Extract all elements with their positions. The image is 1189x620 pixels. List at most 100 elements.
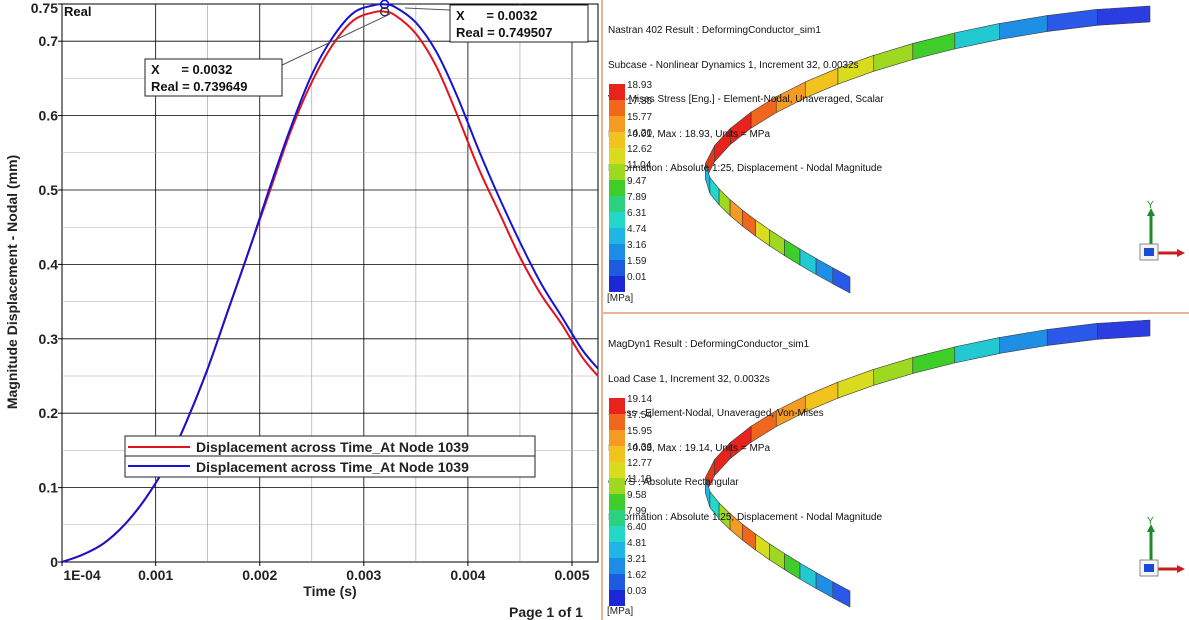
probe-marker-red[interactable]	[379, 7, 390, 17]
y-tick-label: 0.75	[31, 0, 58, 16]
mesh-element	[1046, 323, 1098, 346]
viewport-magdyn-result[interactable]: MagDyn1 Result : DeformingConductor_sim1…	[605, 314, 1189, 620]
mesh-element	[999, 15, 1048, 40]
legend-value: 1.62	[627, 570, 647, 581]
tooltip-blue-leader	[404, 7, 451, 11]
legend-swatch	[609, 116, 625, 132]
legend-value: 7.99	[627, 506, 647, 517]
x-axis-label: Time (s)	[303, 583, 356, 599]
legend-value: 15.95	[627, 426, 653, 437]
y-tick-label: 0.1	[39, 480, 59, 496]
x-tick-labels: 1E-04 0.001 0.002 0.003 0.004 0.005	[61, 562, 590, 583]
legend-value: 14.36	[627, 442, 653, 453]
mesh-element	[755, 219, 770, 247]
csys-triad: Y	[1139, 516, 1185, 577]
z-axis-marker	[1144, 248, 1154, 256]
tooltip-blue-x: X = 0.0032	[456, 8, 537, 23]
mesh-element	[1096, 5, 1151, 26]
legend-swatch	[609, 164, 625, 180]
legend-value: 9.47	[627, 176, 647, 187]
tooltip-blue-box	[449, 4, 589, 43]
legend-swatch	[609, 430, 625, 446]
result-header-line: Nastran 402 Result : DeformingConductor_…	[608, 25, 821, 36]
x-tick-label: 0.001	[138, 567, 173, 583]
x-tick-label: 0.002	[242, 567, 277, 583]
mesh-element	[832, 267, 851, 294]
legend-value: 12.77	[627, 458, 653, 469]
legend-value: 15.77	[627, 112, 653, 123]
legend-value: 18.93	[627, 80, 653, 91]
x-tick-label: 0.004	[450, 567, 485, 583]
legend-value: 0.01	[627, 272, 647, 283]
tooltip-red-leader	[279, 13, 391, 67]
legend-value: 17.54	[627, 410, 653, 421]
x-arrow-head	[1177, 249, 1185, 257]
legend-swatch	[609, 478, 625, 494]
y-tick-labels: 0 0.1 0.2 0.3 0.4 0.5 0.6 0.7 0.75	[31, 0, 62, 570]
legend-swatch	[609, 558, 625, 574]
x-tick-label: 0.003	[346, 567, 381, 583]
legend-swatch	[609, 574, 625, 590]
legend-value: 6.40	[627, 522, 647, 533]
mesh-element	[769, 543, 785, 571]
legend-value: 7.89	[627, 192, 647, 203]
y-tick-label: 0.3	[39, 331, 59, 347]
legend-swatch	[609, 276, 625, 292]
x-arrow-head	[1177, 565, 1185, 573]
mesh-element	[954, 23, 1000, 50]
result-header-line: Load Case 1, Increment 32, 0.0032s	[608, 373, 770, 385]
corner-label: Real	[64, 4, 91, 19]
mesh-element	[741, 209, 756, 237]
legend-swatch	[609, 84, 625, 100]
legend-unit: [MPa]	[607, 606, 634, 617]
legend-value: 17.35	[627, 96, 653, 107]
legend-value: 3.16	[627, 240, 647, 251]
xy-graph[interactable]: 0 0.1 0.2 0.3 0.4 0.5 0.6 0.7 0.75 1E-04 0.001 0.0…	[0, 0, 605, 620]
series-line-blue	[61, 3, 599, 563]
result-header-line: Von-Mises Stress [Eng.] - Element-Nodal,…	[608, 94, 884, 105]
legend-swatch	[609, 180, 625, 196]
legend-swatch	[609, 542, 625, 558]
tooltip-red-box	[144, 58, 283, 97]
legend-swatch	[609, 510, 625, 526]
mesh-element	[769, 229, 785, 257]
y-tick-label: 0.2	[39, 405, 59, 421]
mesh-element	[999, 329, 1048, 354]
tooltip-blue-real: Real = 0.749507	[456, 25, 553, 40]
legend-swatch	[609, 228, 625, 244]
mesh-element	[815, 257, 834, 285]
legend-value: 11.18	[627, 474, 652, 485]
legend-swatch	[609, 260, 625, 276]
legend[interactable]: Displacement across Time_At Node 1039 Di…	[124, 435, 536, 478]
mesh-element	[784, 239, 801, 266]
legend-value: 9.58	[627, 490, 647, 501]
legend-value: 14.20	[627, 128, 653, 139]
legend-swatch	[609, 590, 625, 606]
mesh-element	[784, 553, 801, 580]
viewport-nastran-result[interactable]: Nastran 402 Result : DeformingConductor_…	[605, 0, 1189, 312]
legend-swatch	[609, 398, 625, 414]
y-axis-letter: Y	[1147, 200, 1154, 211]
legend-swatch	[609, 132, 625, 148]
plot-area	[61, 3, 599, 563]
deformed-conductor-model[interactable]	[605, 0, 1189, 312]
tooltip-red-x: X = 0.0032	[151, 62, 232, 77]
legend-swatch	[609, 148, 625, 164]
y-tick-label: 0.6	[39, 108, 59, 124]
viewport-separator-horizontal[interactable]	[603, 312, 1189, 314]
viewport-separator-vertical[interactable]	[601, 0, 603, 620]
x-tick-label: 1E-04	[63, 567, 101, 583]
mesh-element	[1096, 319, 1151, 340]
tooltip-red-real: Real = 0.739649	[151, 79, 248, 94]
x-tick-label: 0.005	[554, 567, 589, 583]
result-header-line: Subcase - Nonlinear Dynamics 1, Incremen…	[608, 59, 859, 71]
legend-entry-blue: Displacement across Time_At Node 1039	[196, 459, 469, 475]
deformed-conductor-model[interactable]	[605, 314, 1189, 620]
result-header-line: Deformation : Absolute 1:25, Displacemen…	[608, 511, 883, 523]
result-header: MagDyn1 Result : DeformingConductor_sim1…	[608, 316, 882, 546]
y-tick-label: 0.7	[39, 33, 59, 49]
mesh-element	[1046, 9, 1098, 32]
page-indicator: Page 1 of 1	[509, 604, 583, 620]
series-group	[61, 3, 599, 563]
y-arrow-head	[1147, 208, 1155, 216]
